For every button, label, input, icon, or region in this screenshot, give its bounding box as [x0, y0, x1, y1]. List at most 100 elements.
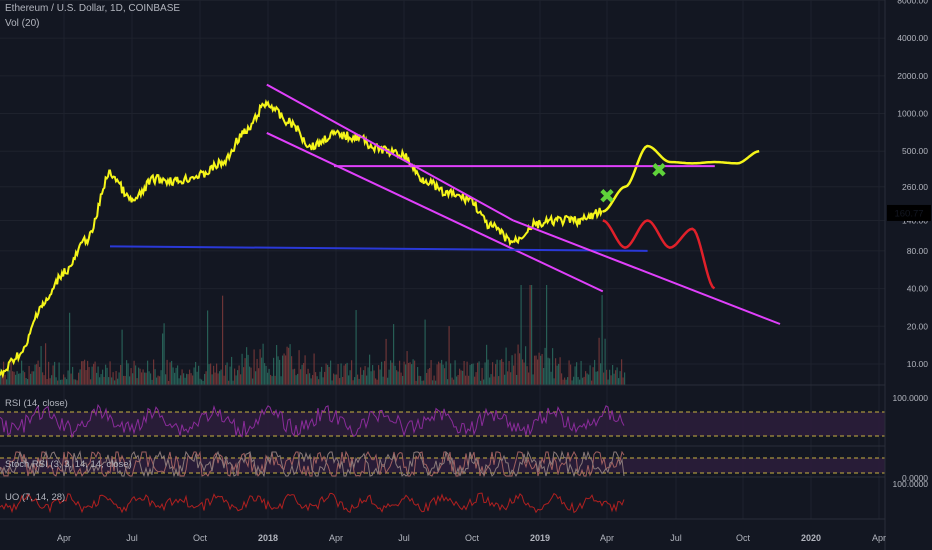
volume-bar — [178, 378, 180, 385]
volume-bar — [72, 366, 74, 385]
volume-bar — [573, 376, 575, 385]
volume-bar — [165, 374, 167, 385]
volume-bar — [222, 295, 224, 385]
volume-bar — [435, 380, 437, 385]
volume-bar — [216, 363, 218, 385]
volume-bar — [111, 377, 113, 385]
volume-bar — [393, 324, 395, 385]
volume-bar — [42, 372, 44, 385]
volume-bar — [151, 379, 153, 385]
volume-bar — [208, 364, 210, 385]
volume-bar — [454, 360, 456, 385]
volume-bar — [193, 367, 195, 385]
volume-bar — [264, 363, 266, 385]
volume-bar — [94, 361, 96, 385]
rsi-label: RSI (14, close) — [5, 398, 68, 409]
volume-bar — [451, 377, 453, 385]
volume-bars — [0, 285, 626, 385]
volume-bar — [214, 372, 216, 385]
volume-bar — [606, 369, 608, 385]
volume-bar — [220, 369, 222, 385]
volume-bar — [576, 362, 578, 385]
volume-bar — [624, 372, 626, 385]
volume-bar — [67, 370, 69, 385]
volume-bar — [61, 379, 63, 385]
volume-bar — [442, 364, 444, 385]
volume-bar — [138, 367, 140, 385]
volume-bar — [510, 372, 512, 385]
volume-bar — [580, 360, 582, 385]
volume-bar — [186, 373, 188, 385]
volume-bar — [169, 362, 171, 385]
volume-bar — [459, 368, 461, 385]
volume-bar — [586, 373, 588, 385]
volume-bar — [522, 359, 524, 385]
volume-bar — [75, 379, 77, 385]
volume-bar — [226, 362, 228, 385]
volume-bar — [508, 361, 510, 385]
volume-bar — [297, 373, 299, 385]
volume-bar — [394, 365, 396, 385]
volume-bar — [471, 363, 473, 385]
volume-bar — [417, 367, 419, 385]
volume-bar — [294, 368, 296, 385]
volume-bar — [258, 368, 260, 385]
volume-bar — [556, 365, 558, 385]
volume-bar — [37, 360, 39, 385]
volume-bar — [54, 361, 56, 385]
volume-bar — [175, 367, 177, 385]
volume-bar — [621, 359, 623, 385]
volume-bar — [288, 347, 290, 385]
volume-bar — [616, 367, 618, 385]
volume-bar — [303, 363, 305, 385]
volume-bar — [90, 379, 92, 385]
volume-bar — [285, 355, 287, 385]
upper-channel-line — [266, 83, 514, 222]
volume-bar — [78, 372, 80, 385]
volume-bar — [22, 370, 24, 385]
volume-bar — [321, 366, 323, 385]
volume-bar — [385, 338, 387, 385]
volume-bar — [271, 376, 273, 385]
volume-bar — [456, 376, 458, 385]
volume-bar — [261, 357, 263, 385]
volume-bar — [6, 379, 8, 385]
volume-bar — [132, 373, 134, 385]
volume-bar — [127, 363, 129, 385]
volume-bar — [600, 363, 602, 385]
volume-bar — [414, 360, 416, 385]
volume-bar — [306, 374, 308, 385]
volume-bar — [369, 354, 371, 385]
volume-bar — [588, 374, 590, 385]
volume-bar — [499, 360, 501, 385]
volume-bar — [69, 312, 71, 385]
volume-bar — [274, 375, 276, 385]
volume-bar — [189, 369, 191, 385]
volume-bar — [237, 370, 239, 385]
volume-bar — [207, 310, 209, 385]
volume-bar — [205, 371, 207, 385]
volume-bar — [246, 347, 248, 385]
volume-bar — [420, 376, 422, 385]
volume-bar — [120, 364, 122, 385]
volume-bar — [445, 361, 447, 385]
volume-bar — [399, 360, 401, 385]
volume-bar — [18, 373, 20, 385]
volume-bar — [177, 365, 179, 385]
volume-bar — [276, 345, 278, 385]
volume-bar — [418, 375, 420, 385]
volume-bar — [597, 371, 599, 385]
volume-bar — [327, 364, 329, 385]
volume-bar — [43, 375, 45, 385]
volume-bar — [523, 362, 525, 385]
rsi-line — [0, 403, 625, 439]
volume-bar — [219, 371, 221, 385]
volume-bar — [345, 363, 347, 385]
volume-bar — [543, 368, 545, 385]
volume-bar — [504, 374, 506, 385]
volume-bar — [348, 375, 350, 385]
volume-bar — [40, 346, 42, 385]
volume-bar — [48, 361, 50, 385]
volume-bar — [99, 377, 101, 385]
